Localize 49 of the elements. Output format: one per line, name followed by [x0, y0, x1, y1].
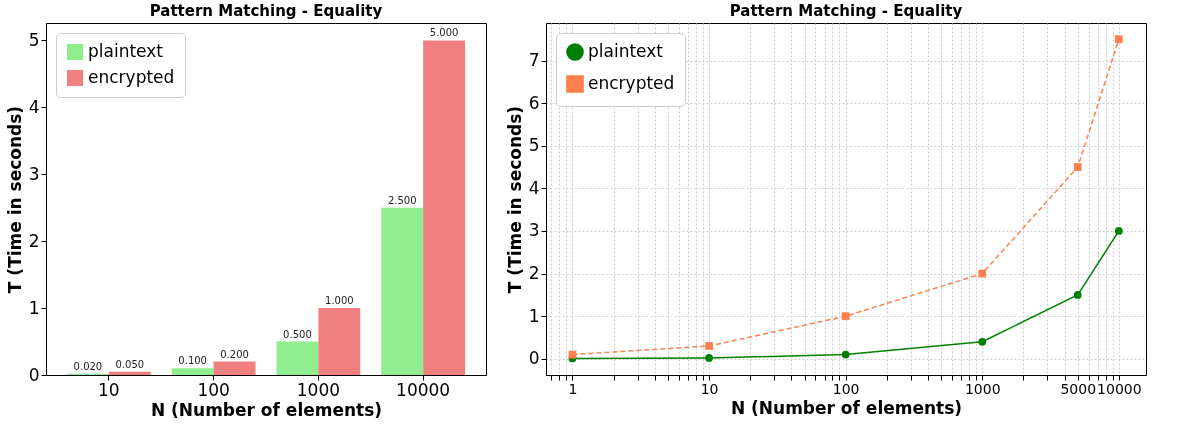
- y-tick-label: 1: [528, 305, 540, 326]
- y-tick-label: 4: [528, 177, 540, 198]
- y-tick-label: 6: [528, 92, 540, 113]
- bar: [318, 308, 361, 375]
- chart-title: Pattern Matching - Equality: [729, 2, 963, 20]
- bar: [213, 361, 256, 375]
- x-tick-label: 1: [568, 380, 578, 397]
- data-label: 0.500: [283, 328, 312, 340]
- x-tick-label: 10: [700, 380, 719, 397]
- legend-label: encrypted: [588, 73, 675, 93]
- x-tick-label: 5000: [1060, 380, 1097, 397]
- x-tick-label: 1000: [964, 380, 1001, 397]
- y-tick-label: 3: [28, 163, 40, 184]
- y-tick-label: 2: [528, 263, 540, 284]
- bar: [276, 341, 319, 375]
- y-tick-label: 2: [28, 230, 40, 251]
- y-tick-label: 0: [528, 348, 540, 369]
- bar: [108, 371, 151, 375]
- bar: [171, 368, 214, 375]
- x-tick-label: 100: [197, 379, 230, 400]
- data-label: 1.000: [325, 295, 354, 307]
- legend-label: plaintext: [588, 41, 664, 61]
- y-tick-label: 5: [28, 29, 40, 50]
- y-axis-title: T (Time in seconds): [504, 105, 525, 294]
- x-tick-label: 10000: [1097, 380, 1142, 397]
- legend-label: encrypted: [88, 67, 175, 87]
- data-label: 2.500: [387, 194, 417, 206]
- data-label: 0.100: [178, 355, 207, 367]
- data-label: 0.020: [73, 360, 103, 372]
- y-tick-label: 1: [28, 297, 40, 318]
- bar: [381, 207, 424, 375]
- x-tick-label: 1000: [296, 379, 341, 400]
- legend-label: plaintext: [88, 41, 164, 61]
- x-tick-label: 100: [832, 380, 860, 397]
- data-label: 5.000: [429, 27, 459, 39]
- data-label: 0.050: [115, 358, 145, 370]
- x-axis-title: N (Number of elements): [150, 399, 383, 420]
- y-tick-label: 5: [528, 135, 540, 156]
- x-axis-title: N (Number of elements): [730, 397, 963, 418]
- y-axis-title: T (Time in seconds): [4, 105, 25, 294]
- data-label: 0.200: [220, 348, 249, 360]
- y-tick-label: 7: [528, 50, 540, 70]
- x-tick-label: 10000: [396, 379, 451, 400]
- y-tick-label: 4: [28, 96, 40, 117]
- x-tick-label: 10: [98, 379, 120, 400]
- y-tick-label: 0: [28, 364, 40, 385]
- chart-title: Pattern Matching - Equality: [149, 2, 383, 20]
- bar: [423, 40, 466, 375]
- y-tick-label: 3: [528, 220, 540, 241]
